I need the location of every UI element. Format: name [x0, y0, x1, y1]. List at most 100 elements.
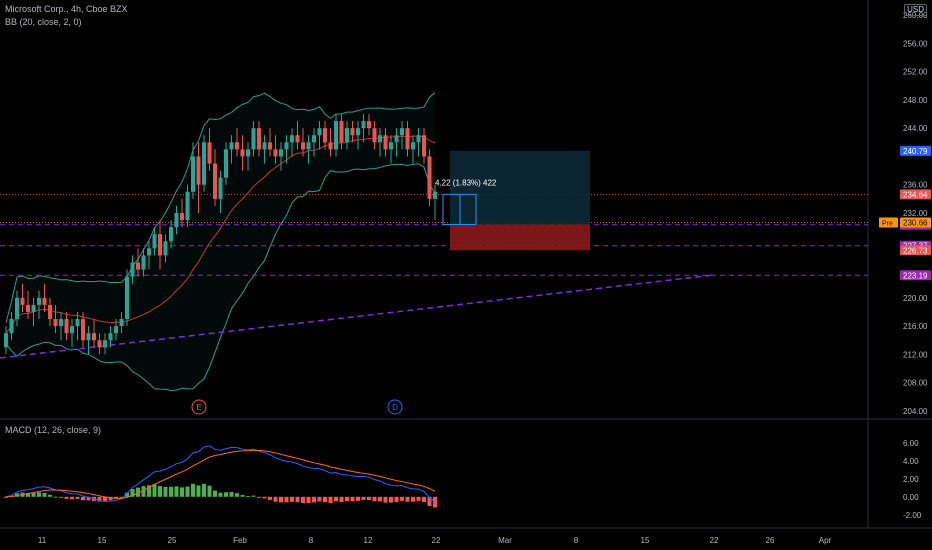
- candle-body: [295, 135, 300, 143]
- macd-tick: 6.00: [903, 439, 919, 448]
- macd-histogram-bar: [345, 496, 349, 502]
- macd-histogram-bar: [70, 496, 74, 500]
- candle-body: [345, 128, 349, 143]
- macd-histogram-bar: [48, 494, 52, 497]
- time-tick: Feb: [233, 536, 247, 545]
- macd-histogram-bar: [64, 496, 69, 499]
- time-tick: Apr: [819, 536, 832, 545]
- macd-histogram-bar: [26, 492, 30, 497]
- macd-histogram-bar: [290, 496, 294, 502]
- price-badge: [900, 189, 931, 200]
- candle-body: [422, 135, 426, 157]
- macd-histogram-bar: [405, 496, 410, 502]
- candle-body: [235, 142, 239, 150]
- candle-body: [119, 319, 124, 327]
- macd-histogram-bar: [185, 486, 190, 497]
- candle-body: [158, 234, 162, 256]
- macd-histogram-bar: [317, 496, 322, 502]
- macd-histogram-bar: [37, 492, 41, 497]
- time-tick: 15: [98, 536, 107, 545]
- price-tick: 244.00: [903, 124, 928, 133]
- macd-histogram-bar: [334, 496, 338, 502]
- candle-body: [4, 333, 8, 348]
- macd-tick: 2.00: [903, 475, 919, 484]
- candle-body: [416, 135, 421, 143]
- candle-body: [53, 319, 58, 327]
- candle-body: [290, 135, 294, 143]
- currency-badge[interactable]: USD: [904, 4, 927, 16]
- candle-body: [405, 128, 410, 150]
- price-tick: 248.00: [903, 96, 928, 105]
- candle-body: [268, 142, 272, 150]
- macd-histogram-bar: [268, 496, 272, 500]
- macd-histogram-bar: [400, 496, 404, 501]
- price-badges: 240.79234.64230.38230.34227.37226.73223.…: [879, 145, 931, 281]
- price-tick: 256.00: [903, 39, 928, 48]
- macd-histogram-bar: [372, 496, 377, 502]
- macd-series: [4, 445, 437, 508]
- macd-histogram-bar: [301, 496, 305, 504]
- candle-body: [317, 128, 322, 136]
- macd-histogram-bar: [202, 483, 206, 497]
- symbol-legend[interactable]: Microsoft Corp., 4h, Cboe BZX: [5, 4, 128, 14]
- candle-body: [411, 142, 415, 150]
- candle-body: [70, 326, 74, 334]
- macd-histogram-bar: [97, 496, 102, 502]
- candle-body: [361, 121, 366, 129]
- macd-histogram-bar: [169, 486, 173, 497]
- macd-histogram-bar: [356, 496, 360, 501]
- pre-tag-label: Pre: [882, 220, 893, 227]
- candle-body: [196, 156, 201, 185]
- macd-legend[interactable]: MACD (12, 26, close, 9): [5, 425, 102, 435]
- macd-histogram-bar: [411, 496, 415, 502]
- candle-body: [284, 142, 289, 150]
- macd-histogram-bar: [350, 496, 355, 502]
- macd-histogram-bar: [174, 486, 179, 497]
- price-tick: 212.00: [903, 350, 928, 359]
- macd-histogram-bar: [394, 496, 399, 502]
- macd-histogram-bar: [53, 496, 58, 498]
- candle-body: [163, 241, 168, 256]
- macd-histogram-bar: [378, 496, 382, 502]
- macd-histogram-bar: [103, 496, 107, 502]
- candle-body: [42, 297, 47, 305]
- candle-body: [400, 128, 404, 136]
- candle-body: [20, 297, 25, 305]
- price-badge: [900, 270, 931, 281]
- event-circle: [191, 399, 207, 415]
- macd-histogram-bar: [108, 496, 113, 501]
- candle-body: [273, 149, 278, 157]
- macd-histogram-bar: [427, 496, 432, 506]
- candle-body: [350, 128, 355, 136]
- candle-body: [246, 149, 250, 157]
- candle-body: [191, 156, 195, 192]
- time-tick: 25: [168, 536, 177, 545]
- long-position-tool[interactable]: 4.22 (1.83%) 422: [435, 150, 590, 251]
- horizontal-levels[interactable]: [0, 193, 868, 276]
- macd-histogram-bar: [257, 496, 261, 498]
- candle-body: [86, 333, 91, 341]
- candle-body: [328, 142, 333, 150]
- bb-legend[interactable]: BB (20, close, 2, 0): [5, 17, 82, 27]
- macd-histogram-bar: [196, 485, 201, 497]
- axes: 260.00256.00252.00248.00244.00236.00232.…: [38, 11, 928, 545]
- candle-body: [147, 248, 151, 256]
- candle-body: [339, 121, 344, 143]
- bollinger-bands: [5, 92, 436, 391]
- macd-histogram-bar: [158, 486, 162, 497]
- candle-body: [356, 128, 360, 136]
- candle-body: [75, 319, 80, 327]
- candle-body: [433, 191, 437, 199]
- macd-histogram-bar: [15, 493, 19, 497]
- macd-histogram-bar: [152, 484, 157, 497]
- macd-histogram-bar: [75, 496, 80, 499]
- macd-histogram-bar: [339, 496, 344, 502]
- price-tick: 208.00: [903, 379, 928, 388]
- macd-histogram-bar: [367, 496, 371, 501]
- macd-histogram-bar: [31, 492, 36, 497]
- candle-body: [240, 149, 245, 157]
- price-badge-label: 234.64: [903, 190, 928, 199]
- candle-body: [383, 135, 388, 150]
